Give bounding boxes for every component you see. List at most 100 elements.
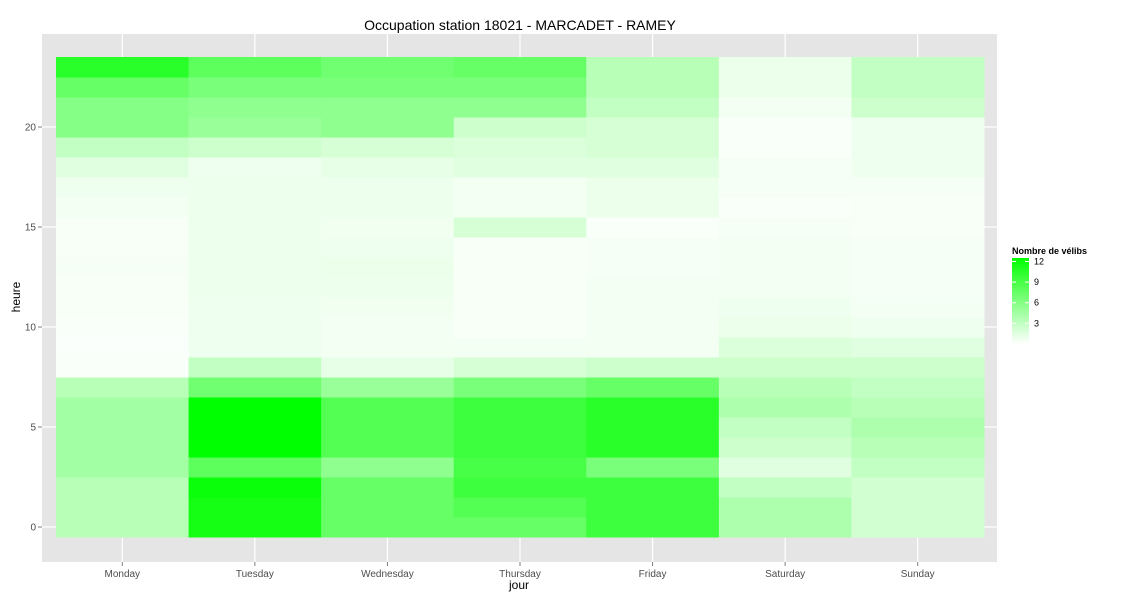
heatmap-cell	[586, 77, 720, 98]
heatmap-cell	[586, 97, 720, 118]
heatmap-cell	[718, 117, 852, 138]
heatmap-cell	[56, 437, 190, 458]
heatmap-cell	[453, 337, 587, 358]
heatmap-cell	[453, 517, 587, 538]
heatmap-cell	[321, 137, 455, 158]
heatmap-cell	[851, 517, 985, 538]
heatmap-cell	[56, 277, 190, 298]
heatmap-cell	[718, 237, 852, 258]
heatmap-cell	[56, 477, 190, 498]
heatmap-cell	[321, 237, 455, 258]
heatmap-cell	[586, 177, 720, 198]
heatmap-cell	[321, 117, 455, 138]
heatmap-cell	[56, 177, 190, 198]
heatmap-cell	[586, 377, 720, 398]
heatmap-cell	[718, 377, 852, 398]
heatmap-cell	[851, 397, 985, 418]
heatmap-cell	[56, 357, 190, 378]
heatmap-cell	[851, 217, 985, 238]
heatmap-cell	[56, 117, 190, 138]
heatmap-cell	[586, 197, 720, 218]
heatmap-cell	[56, 197, 190, 218]
heatmap-cell	[453, 357, 587, 378]
heatmap-cell	[851, 97, 985, 118]
heatmap-cell	[56, 217, 190, 238]
heatmap-cell	[188, 117, 322, 138]
heatmap-cell	[851, 277, 985, 298]
heatmap-cell	[718, 457, 852, 478]
heatmap-cell	[188, 357, 322, 378]
heatmap-cell	[321, 177, 455, 198]
heatmap-cell	[851, 117, 985, 138]
heatmap-cell	[321, 77, 455, 98]
heatmap-cell	[56, 317, 190, 338]
heatmap-cell	[718, 517, 852, 538]
x-tick-label: Monday	[104, 569, 140, 580]
heatmap-cell	[56, 297, 190, 318]
heatmap-cell	[56, 397, 190, 418]
y-tick-label: 15	[25, 223, 37, 234]
heatmap-cell	[56, 337, 190, 358]
heatmap-cell	[586, 437, 720, 458]
heatmap-cell	[718, 277, 852, 298]
heatmap-cell	[586, 357, 720, 378]
heatmap-cell	[56, 97, 190, 118]
chart-title: Occupation station 18021 - MARCADET - RA…	[364, 17, 676, 33]
heatmap-cell	[586, 257, 720, 278]
heatmap-cell	[321, 297, 455, 318]
heatmap-cell	[321, 437, 455, 458]
heatmap-cell	[321, 57, 455, 78]
heatmap-cell	[188, 417, 322, 438]
heatmap-cell	[586, 57, 720, 78]
heatmap-cell	[453, 217, 587, 238]
heatmap-cell	[851, 77, 985, 98]
heatmap-cell	[718, 137, 852, 158]
heatmap-cell	[453, 497, 587, 518]
x-tick-label: Tuesday	[236, 569, 274, 580]
heatmap-cell	[718, 157, 852, 178]
heatmap-cell	[453, 177, 587, 198]
heatmap-cell	[718, 77, 852, 98]
heatmap-cell	[321, 257, 455, 278]
heatmap-cell	[718, 97, 852, 118]
heatmap-cell	[453, 257, 587, 278]
heatmap-cell	[453, 137, 587, 158]
heatmap-cell	[851, 317, 985, 338]
heatmap-cell	[453, 97, 587, 118]
heatmap-cell	[56, 237, 190, 258]
heatmap-cell	[718, 317, 852, 338]
heatmap-cell	[453, 77, 587, 98]
heatmap-cell	[188, 177, 322, 198]
heatmap-cell	[851, 237, 985, 258]
heatmap-cell	[718, 397, 852, 418]
heatmap-cell	[718, 337, 852, 358]
heatmap-cell	[188, 517, 322, 538]
legend-tick-label: 3	[1034, 318, 1039, 328]
heatmap-cell	[851, 377, 985, 398]
heatmap-cell	[321, 337, 455, 358]
color-legend: Nombre de vélibs 3 6 9 12	[1012, 246, 1087, 344]
legend-tick-label: 9	[1034, 277, 1039, 287]
heatmap-cell	[321, 517, 455, 538]
y-tick-label: 5	[30, 423, 36, 434]
heatmap-cell	[851, 137, 985, 158]
heatmap-cell	[56, 77, 190, 98]
heatmap-cell	[586, 297, 720, 318]
heatmap-cell	[321, 497, 455, 518]
heatmap-cell	[321, 157, 455, 178]
heatmap-cell	[453, 457, 587, 478]
heatmap-cell	[453, 437, 587, 458]
heatmap-cell	[851, 157, 985, 178]
x-tick-label: Wednesday	[361, 569, 414, 580]
heatmap-cell	[851, 257, 985, 278]
y-axis-ticks: 0 5 10 15 20	[25, 123, 42, 534]
heatmap-cell	[453, 157, 587, 178]
heatmap-tiles	[56, 57, 985, 538]
heatmap-cell	[321, 277, 455, 298]
x-axis-ticks: Monday Tuesday Wednesday Thursday Friday Satu…	[104, 562, 935, 580]
heatmap-cell	[188, 317, 322, 338]
heatmap-cell	[851, 357, 985, 378]
heatmap-cell	[586, 397, 720, 418]
heatmap-cell	[586, 237, 720, 258]
